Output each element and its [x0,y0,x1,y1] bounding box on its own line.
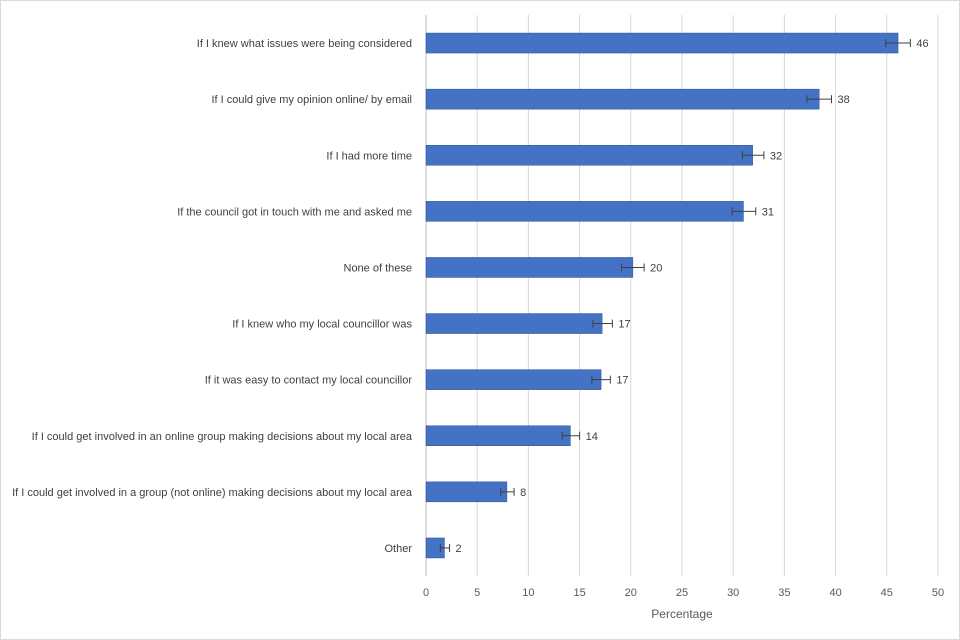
x-tick-label-20: 20 [625,587,637,599]
x-tick-label-0: 0 [423,587,429,599]
data-label-3: 32 [770,150,782,162]
category-label-3: If I had more time [326,150,412,162]
x-axis-title: Percentage [651,607,713,621]
data-labels: 46 38 32 31 20 17 17 14 8 2 [456,38,929,555]
x-tick-label-50: 50 [932,587,944,599]
data-label-10: 2 [456,543,462,555]
x-tick-label-45: 45 [881,587,893,599]
category-label-6: If I knew who my local councillor was [232,319,412,331]
x-tick-label-25: 25 [676,587,688,599]
bar-5 [425,257,634,278]
bar-7 [425,369,602,390]
data-label-2: 38 [838,94,850,106]
x-tick-label-35: 35 [778,587,790,599]
data-label-8: 14 [586,431,598,443]
data-label-4: 31 [762,206,774,218]
bar-2 [425,88,820,110]
category-label-2: If I could give my opinion online/ by em… [211,94,412,106]
data-label-7: 17 [616,375,628,387]
category-labels: If I knew what issues were being conside… [12,38,413,555]
bar-6 [425,313,603,334]
bar-4 [425,201,744,222]
data-label-1: 46 [916,38,928,50]
x-tick-label-15: 15 [573,587,585,599]
error-bars [439,39,911,552]
bar-9 [425,481,508,503]
bar-3 [425,145,753,166]
x-tick-label-5: 5 [474,587,480,599]
data-label-5: 20 [650,262,662,274]
category-label-9: If I could get involved in a group (not … [12,487,413,499]
category-label-7: If it was easy to contact my local counc… [205,375,413,387]
x-tick-label-30: 30 [727,587,739,599]
bars [425,32,899,559]
x-axis-ticks: 0 5 10 15 20 25 30 35 40 45 50 [423,587,944,599]
category-label-4: If the council got in touch with me and … [177,206,412,218]
category-label-10: Other [384,543,412,555]
category-label-1: If I knew what issues were being conside… [197,38,412,50]
bar-8 [425,425,571,446]
category-label-5: None of these [344,262,413,274]
data-label-6: 17 [618,319,630,331]
x-tick-label-40: 40 [829,587,841,599]
x-tick-label-10: 10 [522,587,534,599]
bar-1 [425,32,899,54]
category-label-8: If I could get involved in an online gro… [32,431,413,443]
data-label-9: 8 [520,487,526,499]
